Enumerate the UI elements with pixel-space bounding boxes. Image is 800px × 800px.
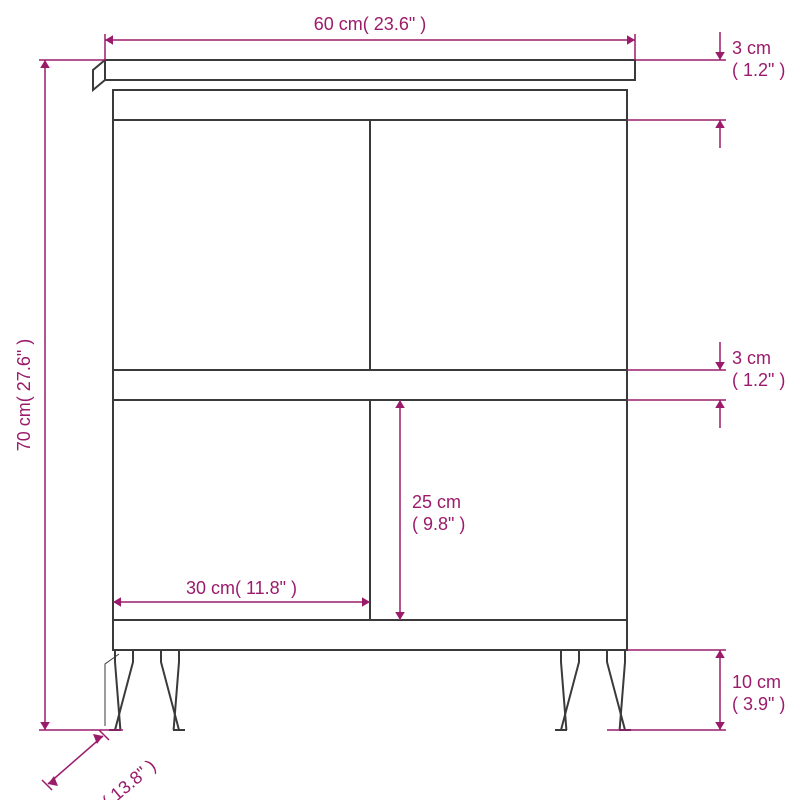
- top-board: [105, 60, 635, 80]
- svg-text:70 cm( 27.6" ): 70 cm( 27.6" ): [14, 339, 34, 451]
- svg-text:3 cm: 3 cm: [732, 348, 771, 368]
- svg-text:( 1.2" ): ( 1.2" ): [732, 60, 785, 80]
- svg-text:60 cm( 23.6" ): 60 cm( 23.6" ): [314, 14, 426, 34]
- furniture-dimension-diagram: 60 cm( 23.6" ) 70 cm( 27.6" ) 35 cm( 13.8"…: [0, 0, 800, 800]
- svg-text:( 1.2" ): ( 1.2" ): [732, 370, 785, 390]
- svg-text:35 cm( 13.8" ): 35 cm( 13.8" ): [61, 756, 160, 800]
- svg-text:10 cm: 10 cm: [732, 672, 781, 692]
- svg-text:30 cm( 11.8" ): 30 cm( 11.8" ): [186, 578, 297, 598]
- svg-text:25 cm: 25 cm: [412, 492, 461, 512]
- svg-text:3 cm: 3 cm: [732, 38, 771, 58]
- svg-text:( 3.9" ): ( 3.9" ): [732, 694, 785, 714]
- svg-text:( 9.8" ): ( 9.8" ): [412, 514, 465, 534]
